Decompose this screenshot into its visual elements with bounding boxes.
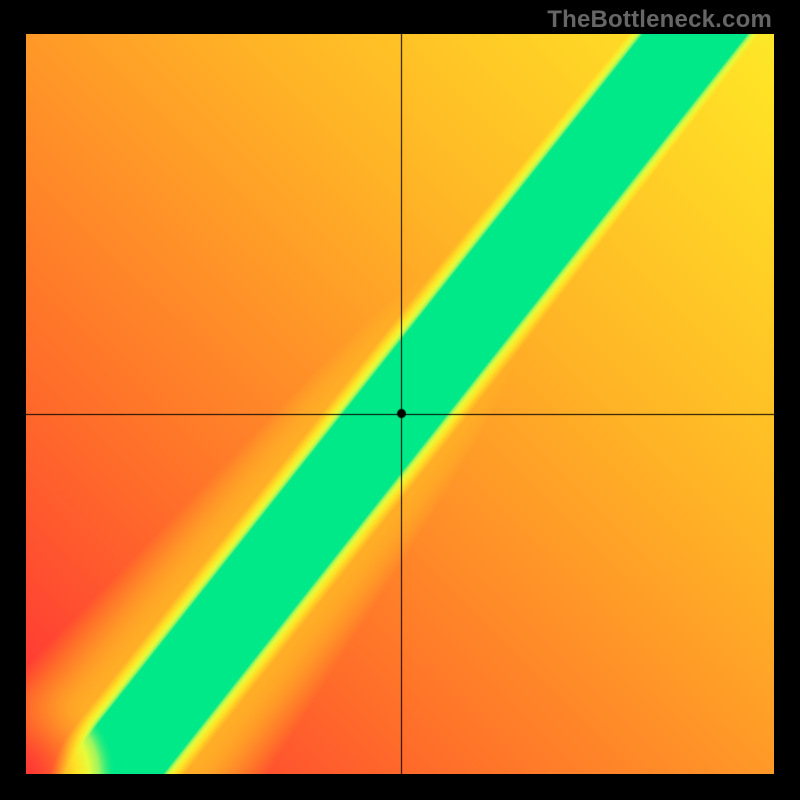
watermark-text: TheBottleneck.com	[547, 6, 772, 34]
figure-container: TheBottleneck.com	[0, 0, 800, 800]
bottleneck-heatmap	[26, 34, 774, 774]
